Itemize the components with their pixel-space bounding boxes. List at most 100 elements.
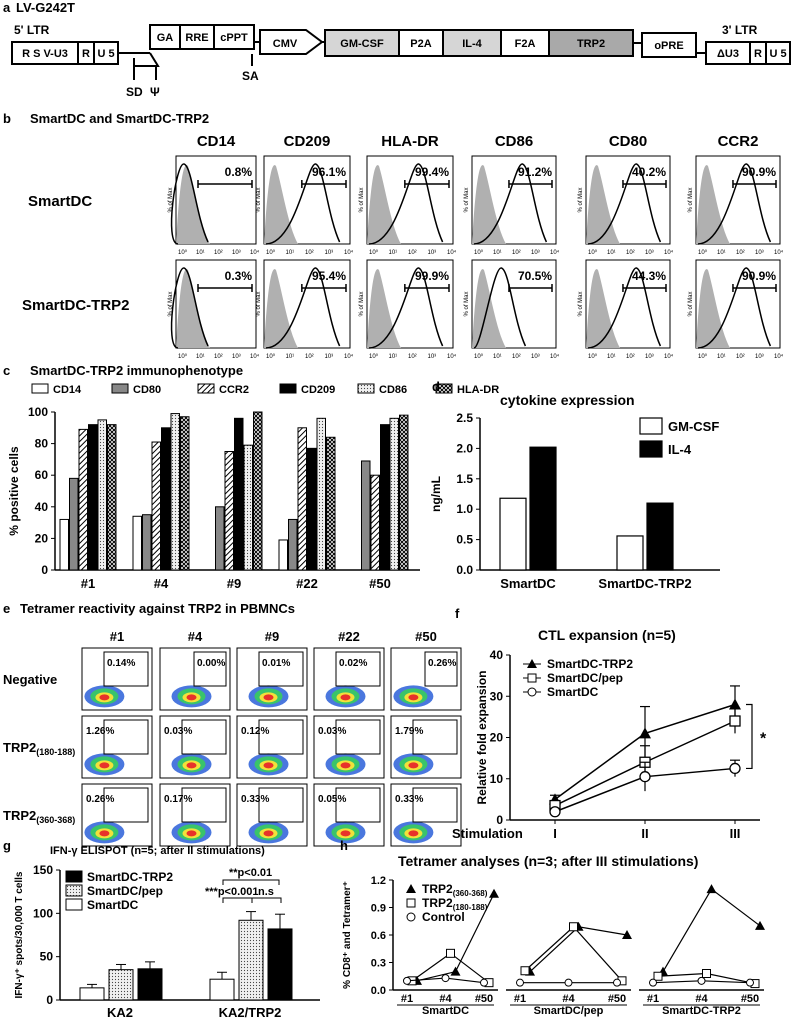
dotplot-cloud-core (340, 694, 351, 701)
x-axis-label: Stimulation (452, 826, 523, 841)
histogram-xtick: 10² (512, 250, 521, 256)
legend-swatch-cd86 (357, 383, 375, 394)
histogram-xtick: 10³ (325, 250, 334, 256)
legend-swatch-hla-dr (435, 383, 453, 394)
dotplot-cloud-core (340, 762, 351, 769)
point-circle (441, 974, 450, 983)
sample-histogram (265, 267, 341, 349)
histogram-xtick: 10⁴ (447, 353, 457, 360)
ltr5-label: 5' LTR (14, 23, 50, 37)
tetramer-gate (258, 719, 304, 755)
panel-e-letter: e (3, 601, 10, 616)
dotplot-cloud-core (263, 830, 274, 837)
histogram-xtick: 10³ (531, 354, 540, 360)
dotplot-cloud-core (186, 762, 197, 769)
bar-ccr2 (297, 427, 307, 571)
segment-trp2-box (548, 29, 634, 57)
histogram-xtick: 10⁰ (588, 249, 598, 256)
panel-g-title: IFN-γ ELISPOT (n=5; after II stimulation… (50, 845, 265, 857)
histogram-xtick: 10³ (755, 354, 764, 360)
point-square (729, 715, 741, 727)
legend-label: SmartDC-TRP2 (547, 657, 633, 671)
histogram-xtick: 10⁰ (369, 353, 379, 360)
point-circle (697, 976, 706, 985)
legend-swatch-ccr2 (197, 383, 215, 394)
legend-marker (527, 673, 537, 683)
histogram-xtick: 10¹ (493, 354, 502, 360)
y-tick-label: 0 (41, 563, 48, 577)
sa-label: SA (242, 69, 259, 83)
legend-label: SmartDC-TRP2 (87, 870, 173, 884)
bar-smartdc (79, 987, 105, 1001)
histogram-xtick: 10¹ (607, 250, 616, 256)
histogram-xtick: 10¹ (196, 250, 205, 256)
histogram-xtick: 10⁴ (447, 249, 457, 256)
histogram-ylabel: % of Max (168, 291, 174, 316)
x-tick-label: #1 (514, 993, 526, 1005)
gate-percentage: 0.05% (318, 794, 346, 805)
histogram-xtick: 10⁴ (774, 249, 784, 256)
segment-cppt-label: cPPT (220, 32, 248, 44)
sample-histogram (473, 267, 527, 349)
sample-histogram (368, 163, 444, 245)
legend-swatch-il-4 (639, 440, 663, 458)
gate-percentage: 90.9% (742, 269, 776, 283)
bracket (251, 897, 282, 903)
x-tick-label: #9 (227, 576, 241, 591)
histogram-ylabel: % of Max (256, 187, 262, 212)
segment-gmcsf-box (324, 29, 400, 57)
panel-f-title: CTL expansion (n=5) (538, 627, 676, 643)
histogram-xtick: 10⁴ (250, 353, 260, 360)
bar-smartdc-pep (238, 919, 264, 1001)
segment-opre-label: oPRE (654, 40, 683, 52)
tetramer-gate (193, 651, 227, 687)
gate-percentage: 0.12% (241, 726, 269, 737)
panel-b-title: SmartDC and SmartDC-TRP2 (30, 111, 209, 126)
histogram-xtick: 10⁰ (369, 249, 379, 256)
point-circle (480, 978, 488, 987)
histogram-xtick: 10⁰ (178, 249, 188, 256)
segment-rre-label: RRE (185, 32, 208, 44)
histogram-xtick: 10¹ (717, 354, 726, 360)
legend-swatch-cd209 (279, 383, 297, 394)
bar-cd80 (215, 506, 225, 571)
legend-label: SmartDC (87, 898, 139, 912)
y-tick-label: 0 (496, 813, 503, 827)
x-tick-label: #4 (695, 993, 708, 1005)
point-triangle (639, 727, 651, 739)
gate-percentage: 70.5% (518, 269, 552, 283)
histogram-xtick: 10³ (428, 250, 437, 256)
bar-cd80 (142, 514, 152, 571)
x-tick-label: #1 (647, 993, 659, 1005)
panel-a-letter: a (3, 0, 11, 15)
segment-opre-box (641, 32, 697, 58)
legend-marker (406, 898, 416, 908)
point-square (446, 948, 455, 958)
panel-c-title: SmartDC-TRP2 immunophenotype (30, 363, 243, 378)
bar-hla-dr (107, 424, 117, 571)
histogram-ylabel: % of Max (168, 187, 174, 212)
histogram-ylabel: % of Max (256, 291, 262, 316)
legend-label-subscript: (360-368) (453, 889, 488, 898)
sample-histogram (170, 163, 209, 245)
bar-cd80 (361, 460, 371, 571)
legend-label-cd86: CD86 (379, 384, 407, 396)
legend-label-cd80: CD80 (133, 384, 161, 396)
histogram-xtick: 10⁰ (698, 353, 708, 360)
gate-percentage: 0.02% (339, 658, 367, 669)
y-tick-label: 150 (33, 863, 53, 877)
sample-histogram (587, 163, 662, 245)
dotplot-cloud-core (99, 694, 110, 701)
y-axis-label: % CD8⁺ and Tetramer⁺ (342, 881, 353, 989)
bar-smartdc-trp2 (267, 928, 293, 1001)
bar-il-4 (646, 502, 674, 571)
point-triangle (450, 966, 461, 976)
x-tick-label: #50 (608, 993, 626, 1005)
legend-label-hla-dr: HLA-DR (457, 384, 499, 396)
legend-label-il-4: IL-4 (668, 442, 692, 457)
sample-histogram (697, 267, 772, 349)
histogram-xtick: 10³ (428, 354, 437, 360)
legend-marker (406, 884, 416, 893)
bar-hla-dr (399, 414, 409, 571)
histogram-xtick: 10¹ (493, 250, 502, 256)
